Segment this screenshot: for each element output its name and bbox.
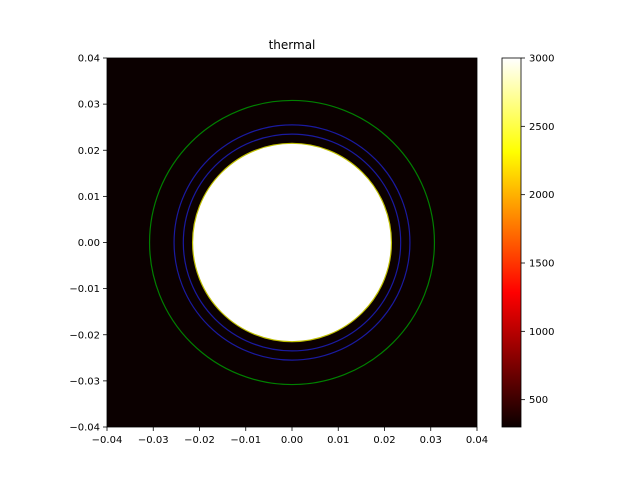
colorbar: 500 1000 1500 2000 2500 3000 [501, 54, 554, 428]
plot-area [106, 57, 478, 428]
colorbar-ticks: 500 1000 1500 2000 2500 3000 [521, 54, 554, 406]
chart-title: thermal [269, 38, 316, 52]
x-tick-label: 0.04 [466, 435, 488, 446]
x-tick-label: 0.02 [373, 435, 395, 446]
colorbar-tick-label: 3000 [529, 54, 554, 65]
colorbar-tick-label: 2000 [529, 190, 554, 201]
x-tick-label: 0.03 [420, 435, 442, 446]
contour-ring-2 [182, 133, 402, 352]
y-tick-label: 0.03 [78, 100, 100, 111]
contour-ring-1 [191, 142, 393, 343]
x-tick-label: −0.03 [138, 435, 169, 446]
contour-ring-4 [148, 99, 436, 386]
colorbar-tick-label: 500 [529, 395, 548, 406]
colorbar-tick-label: 1500 [529, 259, 554, 270]
x-tick-label: 0.00 [281, 435, 303, 446]
colorbar-frame [501, 57, 522, 428]
y-tick-label: −0.02 [69, 330, 100, 341]
y-tick-label: 0.00 [78, 238, 100, 249]
colorbar-gradient [502, 58, 521, 427]
y-tick-label: −0.03 [69, 376, 100, 387]
contour-ring-3 [173, 124, 411, 361]
y-tick-label: −0.01 [69, 284, 100, 295]
y-tick-label: 0.01 [78, 192, 100, 203]
hot-region [192, 143, 392, 342]
y-tick-label: −0.04 [69, 423, 100, 434]
x-tick-label: −0.04 [92, 435, 123, 446]
x-tick-label: 0.01 [327, 435, 349, 446]
colorbar-tick-label: 2500 [529, 122, 554, 133]
y-tick-label: 0.04 [78, 54, 100, 65]
colorbar-tick-label: 1000 [529, 327, 554, 338]
x-axis: −0.04 −0.03 −0.02 −0.01 0.00 0.01 0.02 0.03 0.04 [92, 427, 488, 446]
x-tick-label: −0.02 [184, 435, 215, 446]
x-tick-label: −0.01 [230, 435, 261, 446]
y-tick-label: 0.02 [78, 146, 100, 157]
y-axis: −0.04 −0.03 −0.02 −0.01 0.00 0.01 0.02 0.03 0.04 [69, 54, 107, 434]
contour-lines [148, 99, 436, 386]
